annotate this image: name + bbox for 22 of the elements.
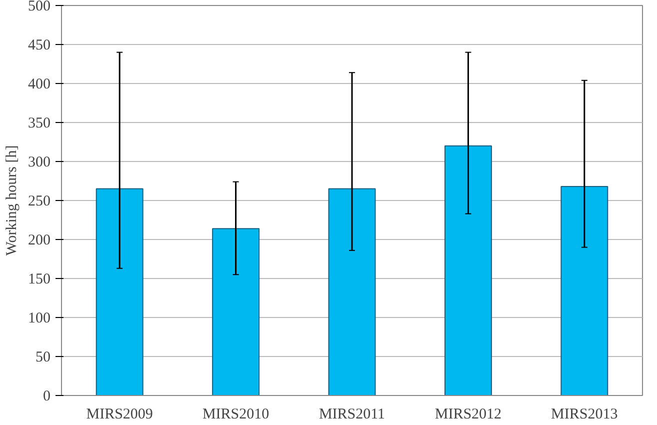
y-tick-label: 200: [28, 232, 50, 248]
y-tick-label: 250: [28, 194, 50, 210]
y-tick-label: 300: [28, 154, 50, 170]
y-tick-label: 150: [28, 272, 50, 288]
x-tick-label: MIRS2009: [86, 406, 153, 422]
y-tick-label: 500: [28, 0, 50, 14]
x-tick-label: MIRS2011: [318, 406, 386, 422]
y-tick-label: 50: [36, 350, 50, 366]
x-tick-label: MIRS2012: [434, 406, 502, 422]
bar: [444, 145, 492, 396]
x-tick-label: MIRS2010: [202, 406, 270, 422]
x-tick-label: MIRS2013: [551, 406, 618, 422]
bar: [212, 228, 260, 396]
y-tick-label: 400: [28, 76, 50, 92]
y-axis-title: Working hours [h]: [4, 145, 20, 256]
y-tick-label: 0: [43, 388, 50, 404]
y-tick-label: 350: [28, 116, 50, 132]
bar: [96, 188, 144, 396]
y-tick-label: 450: [28, 38, 50, 54]
bar: [328, 188, 376, 396]
bar: [560, 186, 608, 396]
y-tick-label: 100: [28, 310, 50, 326]
